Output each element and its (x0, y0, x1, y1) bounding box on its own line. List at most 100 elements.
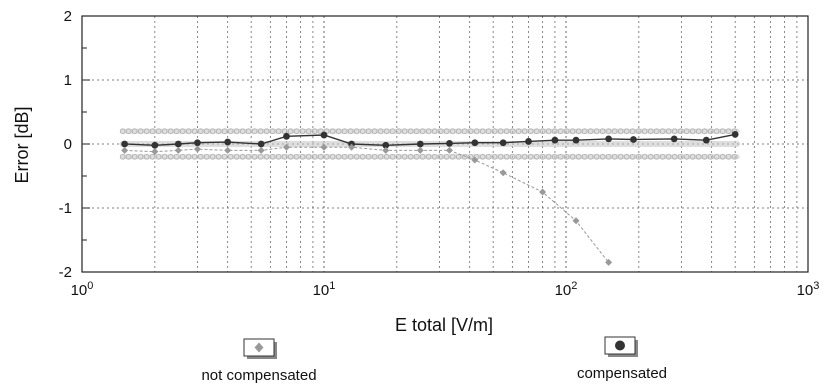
limit-band-marker (515, 154, 522, 160)
data-point-not-compensated (121, 146, 129, 154)
data-point-not-compensated (348, 143, 356, 151)
limit-band-marker (497, 154, 504, 160)
limit-band-marker (359, 128, 366, 135)
limit-band-marker (725, 154, 732, 160)
limit-band-marker (407, 154, 414, 160)
y-tick-label: -1 (59, 200, 72, 217)
limit-band-marker (611, 154, 618, 160)
limit-band-marker (149, 154, 156, 160)
data-point-compensated (382, 141, 390, 149)
limit-band-marker (461, 128, 468, 135)
limit-band-marker (689, 154, 696, 160)
limit-band-marker (155, 128, 162, 135)
data-point-compensated (572, 136, 580, 144)
limit-band-marker (149, 128, 156, 135)
limit-band-marker (731, 154, 738, 160)
limit-band-marker (191, 128, 198, 135)
data-point-compensated (551, 136, 559, 144)
limit-band-marker (257, 154, 264, 160)
data-point-not-compensated (416, 146, 424, 154)
data-point-compensated (224, 138, 232, 146)
data-point-compensated (702, 136, 710, 144)
limit-band-marker (521, 154, 528, 160)
data-point-compensated (471, 139, 479, 147)
limit-band-marker (347, 128, 354, 135)
limit-band-marker (287, 154, 294, 160)
limit-band-marker (449, 128, 456, 135)
data-point-compensated (416, 140, 424, 148)
limit-band-marker (653, 154, 660, 160)
limit-band-marker (137, 128, 144, 135)
legend: not compensated compensated (201, 336, 667, 384)
limit-band-marker (425, 128, 432, 135)
limit-band-marker (209, 128, 216, 135)
limit-band-marker (701, 128, 708, 135)
data-point-not-compensated (283, 143, 291, 151)
limit-band-marker (509, 128, 516, 135)
limit-band-marker (335, 154, 342, 160)
data-point-not-compensated (151, 148, 159, 156)
limit-band-marker (527, 154, 534, 160)
limit-band-marker (551, 128, 558, 135)
limit-band-marker (605, 128, 612, 135)
limit-band-marker (599, 128, 606, 135)
limit-band-marker (605, 154, 612, 160)
limit-band-marker (515, 128, 522, 135)
limit-band-marker (413, 154, 420, 160)
data-point-not-compensated (174, 146, 182, 154)
limit-band-marker (137, 154, 144, 160)
limit-band-marker (395, 128, 402, 135)
legend-item-not-compensated: not compensated (201, 338, 317, 384)
limit-band-marker (269, 128, 276, 135)
limit-band-marker (341, 128, 348, 135)
limit-band-marker (539, 154, 546, 160)
limit-band-marker (545, 154, 552, 160)
limit-band-marker (383, 128, 390, 135)
limit-band-marker (269, 154, 276, 160)
limit-band-layer (119, 128, 741, 160)
x-tick-label: 103 (797, 280, 820, 299)
limit-band-marker (563, 128, 570, 135)
limit-band-marker (251, 128, 258, 135)
limit-band-marker (473, 128, 480, 135)
limit-band-marker (485, 128, 492, 135)
limit-band-marker (533, 128, 540, 135)
limit-band-marker (185, 128, 192, 135)
limit-band-marker (299, 128, 306, 135)
limit-band-marker (707, 154, 714, 160)
limit-band-marker (377, 154, 384, 160)
limit-band-marker (227, 154, 234, 160)
limit-band-marker (707, 128, 714, 135)
limit-band-marker (653, 128, 660, 135)
data-point-compensated (731, 131, 739, 138)
x-tick-label: 100 (71, 280, 94, 299)
limit-band-marker (545, 128, 552, 135)
limit-band-marker (467, 128, 474, 135)
limit-band-marker (233, 154, 240, 160)
limit-band-marker (185, 154, 192, 160)
data-point-compensated (194, 139, 201, 147)
data-point-compensated (283, 132, 290, 140)
limit-band-marker (365, 128, 372, 135)
limit-band-marker (503, 154, 510, 160)
x-tick-label: 102 (555, 280, 578, 299)
limit-band-marker (569, 128, 576, 135)
limit-band-marker (479, 154, 486, 160)
limit-band-marker (683, 154, 690, 160)
data-point-not-compensated (193, 145, 201, 153)
limit-band-marker (593, 154, 600, 160)
limit-band-marker (677, 154, 684, 160)
data-point-compensated (151, 141, 159, 149)
limit-band-marker (617, 154, 624, 160)
limit-band-marker (491, 154, 498, 160)
limit-band-marker (173, 128, 180, 135)
data-point-not-compensated (605, 258, 613, 266)
limit-band-marker (695, 154, 702, 160)
limit-band-marker (365, 154, 372, 160)
limit-band-marker (197, 128, 204, 135)
limit-band-marker (197, 154, 204, 160)
limit-band-marker (305, 128, 312, 135)
limit-band-marker (509, 154, 516, 160)
